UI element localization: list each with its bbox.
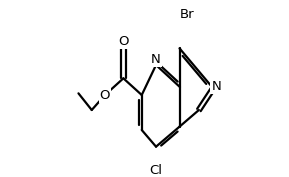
Text: N: N	[151, 53, 160, 66]
Text: N: N	[211, 79, 221, 93]
Text: O: O	[100, 88, 110, 101]
Text: O: O	[118, 35, 129, 48]
Text: Br: Br	[179, 8, 194, 21]
Text: Cl: Cl	[149, 164, 162, 176]
